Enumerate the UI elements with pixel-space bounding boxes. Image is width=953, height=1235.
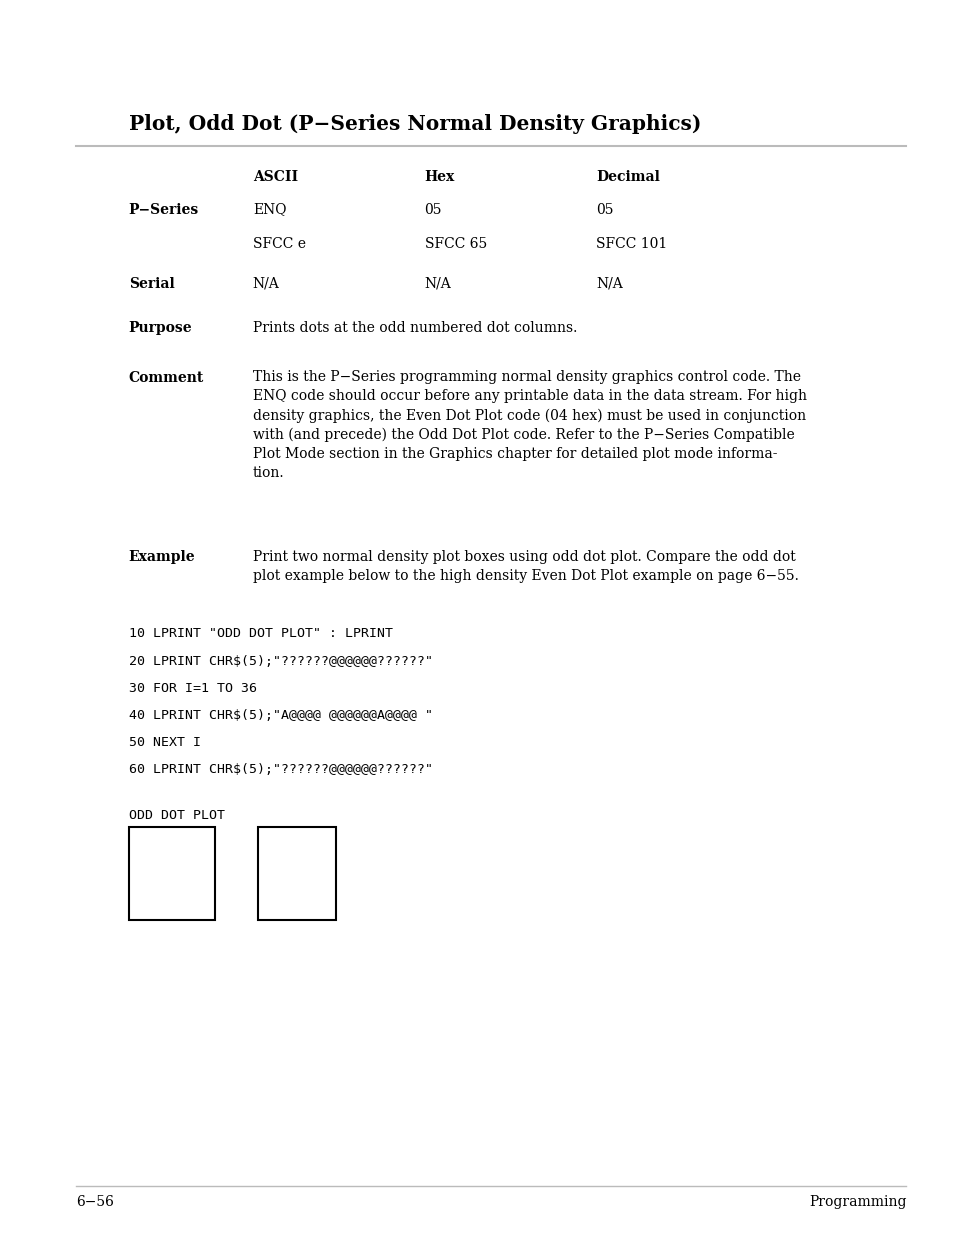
- Text: 6−56: 6−56: [76, 1195, 114, 1209]
- Text: Print two normal density plot boxes using odd dot plot. Compare the odd dot
plot: Print two normal density plot boxes usin…: [253, 550, 798, 583]
- Text: N/A: N/A: [596, 277, 622, 290]
- Text: Serial: Serial: [129, 277, 174, 290]
- Text: 20 LPRINT CHR$(5);"??????@@@@@@??????": 20 LPRINT CHR$(5);"??????@@@@@@??????": [129, 655, 433, 668]
- Text: 50 NEXT I: 50 NEXT I: [129, 736, 200, 750]
- Text: ODD DOT PLOT: ODD DOT PLOT: [129, 809, 225, 823]
- Text: ASCII: ASCII: [253, 170, 297, 184]
- Text: N/A: N/A: [253, 277, 279, 290]
- Text: Example: Example: [129, 550, 195, 563]
- Text: Decimal: Decimal: [596, 170, 659, 184]
- Text: SFCC 65: SFCC 65: [424, 237, 486, 251]
- Text: 40 LPRINT CHR$(5);"A@@@@ @@@@@@A@@@@ ": 40 LPRINT CHR$(5);"A@@@@ @@@@@@A@@@@ ": [129, 709, 433, 722]
- Text: Hex: Hex: [424, 170, 455, 184]
- Text: Programming: Programming: [808, 1195, 905, 1209]
- Text: 05: 05: [596, 203, 613, 216]
- Text: Plot, Odd Dot (P−Series Normal Density Graphics): Plot, Odd Dot (P−Series Normal Density G…: [129, 114, 700, 133]
- Text: 10 LPRINT "ODD DOT PLOT" : LPRINT: 10 LPRINT "ODD DOT PLOT" : LPRINT: [129, 627, 393, 641]
- Text: 60 LPRINT CHR$(5);"??????@@@@@@??????": 60 LPRINT CHR$(5);"??????@@@@@@??????": [129, 763, 433, 777]
- Bar: [129, 827, 214, 920]
- Text: SFCC 101: SFCC 101: [596, 237, 667, 251]
- Text: SFCC e: SFCC e: [253, 237, 306, 251]
- Text: Comment: Comment: [129, 370, 204, 384]
- Text: ENQ: ENQ: [253, 203, 286, 216]
- Text: This is the P−Series programming normal density graphics control code. The
ENQ c: This is the P−Series programming normal …: [253, 370, 806, 480]
- Text: Prints dots at the odd numbered dot columns.: Prints dots at the odd numbered dot colu…: [253, 321, 577, 335]
- Text: 30 FOR I=1 TO 36: 30 FOR I=1 TO 36: [129, 682, 256, 695]
- Text: 05: 05: [424, 203, 441, 216]
- Text: N/A: N/A: [424, 277, 451, 290]
- Bar: [257, 827, 335, 920]
- Text: Purpose: Purpose: [129, 321, 193, 335]
- Text: P−Series: P−Series: [129, 203, 199, 216]
